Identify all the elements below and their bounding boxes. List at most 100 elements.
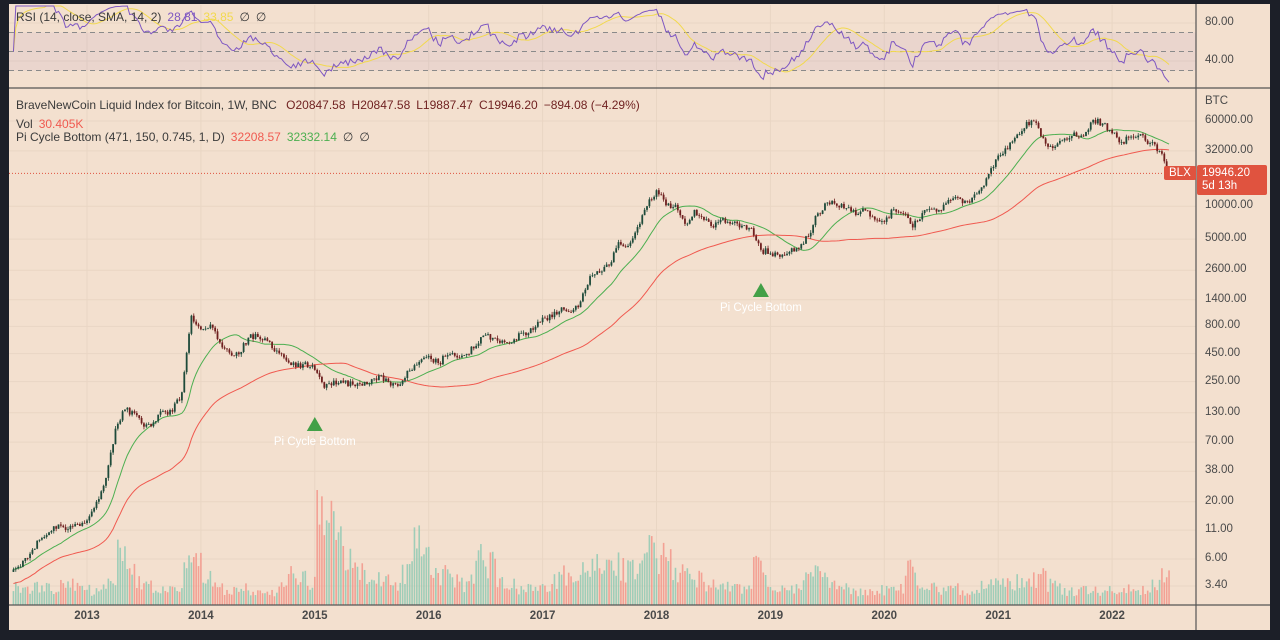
volume-bar: [895, 590, 897, 605]
hidden-icon[interactable]: ∅: [359, 130, 370, 144]
candle-body: [653, 196, 656, 200]
candle-body: [439, 362, 442, 365]
candle-body: [114, 428, 117, 445]
candle-body: [1073, 132, 1076, 136]
candle: [309, 365, 311, 370]
candle: [522, 330, 525, 336]
candle: [767, 245, 769, 254]
price-tick-label: 38.00: [1205, 464, 1234, 477]
candle: [427, 353, 430, 360]
candle-body: [726, 221, 729, 223]
candle-body: [1111, 129, 1113, 134]
candle-body: [712, 225, 715, 228]
candle: [373, 378, 376, 382]
volume-bar: [399, 582, 402, 605]
volume-bar: [546, 591, 549, 605]
candle: [826, 202, 829, 206]
volume-bar: [916, 585, 919, 605]
candle: [1158, 150, 1161, 153]
candle-body: [1161, 151, 1163, 154]
candle-body: [615, 248, 618, 253]
hidden-icon[interactable]: ∅: [255, 10, 267, 24]
volume-bar: [176, 591, 178, 605]
volume-bar: [1094, 586, 1097, 605]
volume-bar: [332, 511, 335, 605]
volume-bar: [888, 588, 890, 605]
volume-bar: [304, 570, 307, 605]
price-tick-label: 800.00: [1205, 319, 1241, 332]
candle: [1068, 135, 1071, 143]
candle-body: [1061, 140, 1064, 142]
candle-body: [233, 355, 236, 357]
volume-bar: [836, 589, 838, 605]
volume-bar: [907, 560, 909, 605]
candle-body: [1142, 134, 1144, 136]
candle: [1156, 142, 1159, 154]
year-tick-label: 2014: [188, 610, 214, 622]
volume-bar: [745, 589, 748, 605]
volume-bar: [375, 583, 378, 605]
candle: [185, 351, 188, 375]
candle-body: [1120, 142, 1123, 143]
candle: [814, 215, 817, 228]
candle-body: [280, 353, 283, 355]
volume-bar: [185, 568, 188, 605]
candle: [1104, 122, 1106, 125]
pi-cycle-legend: Pi Cycle Bottom (471, 150, 0.745, 1, D) 3…: [16, 130, 376, 144]
volume-bar: [779, 591, 781, 605]
candle: [1151, 139, 1154, 146]
volume-bar: [909, 559, 912, 605]
candle-body: [278, 350, 281, 354]
volume-bar: [869, 589, 871, 605]
candle: [154, 421, 157, 425]
candle-body: [332, 380, 335, 386]
volume-bar: [349, 548, 352, 605]
candle-body: [1092, 119, 1095, 123]
candle: [406, 370, 409, 381]
candle: [126, 407, 129, 413]
hidden-icon[interactable]: ∅: [239, 10, 250, 24]
candle: [684, 215, 686, 226]
candle: [812, 224, 815, 236]
candle: [487, 332, 489, 336]
candle: [22, 560, 24, 568]
candle-body: [254, 333, 257, 339]
volume-bar: [734, 584, 736, 605]
volume-bar: [318, 524, 321, 605]
volume-bar: [596, 554, 598, 605]
candle-body: [676, 204, 679, 211]
candle-body: [358, 383, 361, 385]
candle-body: [211, 324, 214, 328]
candle-body: [432, 359, 435, 363]
candle-body: [145, 424, 148, 427]
candle: [862, 206, 864, 212]
volume-bar: [173, 587, 176, 605]
candle-body: [304, 362, 307, 365]
candle-body: [442, 355, 444, 365]
candle: [883, 219, 886, 225]
volume-bar: [911, 566, 914, 605]
volume-bar: [356, 566, 359, 605]
candle: [344, 380, 347, 385]
volume-bar: [477, 550, 480, 605]
candle: [418, 360, 421, 368]
candle-body: [579, 301, 582, 308]
candle: [209, 321, 212, 330]
candle: [496, 335, 499, 344]
volume-bar: [817, 566, 819, 605]
candle: [999, 152, 1002, 158]
candle: [593, 274, 596, 278]
candle: [527, 332, 530, 338]
hidden-icon[interactable]: ∅: [342, 130, 354, 144]
volume-bar: [461, 577, 463, 605]
candle-body: [959, 197, 962, 199]
candle-body: [1044, 138, 1047, 144]
volume-bar: [622, 558, 625, 605]
candle-body: [629, 242, 632, 246]
candle: [252, 332, 255, 342]
candle-body: [335, 380, 338, 385]
candle-body: [268, 340, 271, 343]
symbol-title[interactable]: BraveNewCoin Liquid Index for Bitcoin, 1…: [16, 98, 277, 112]
candle: [321, 375, 323, 384]
